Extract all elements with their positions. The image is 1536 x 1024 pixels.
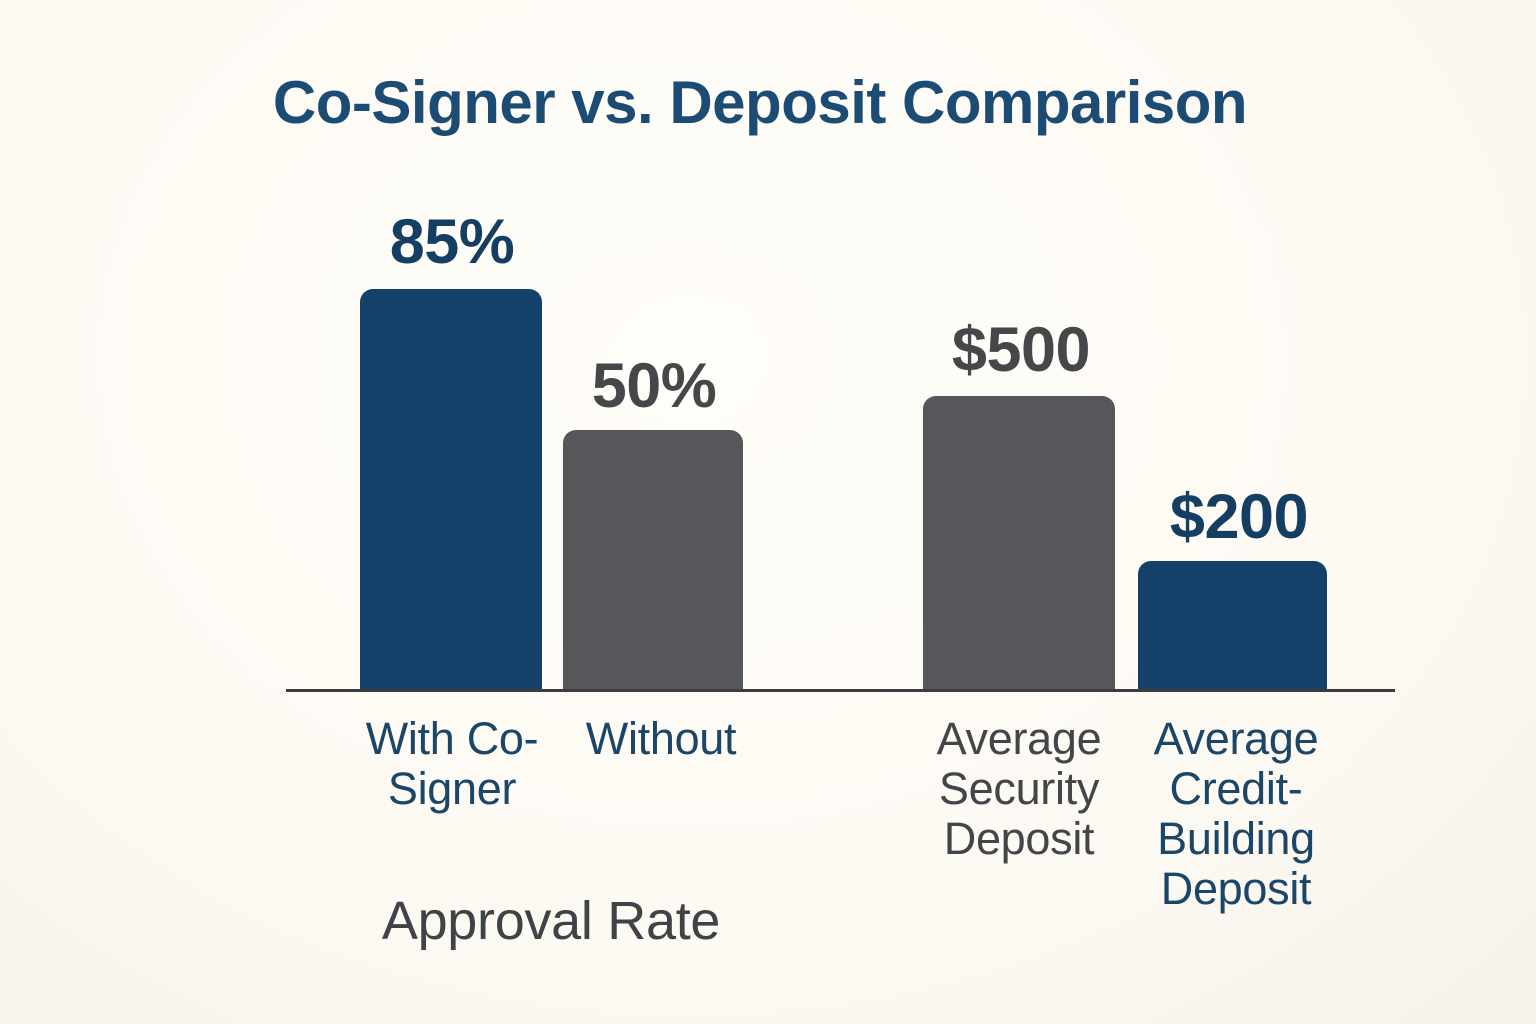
category-label-with-cosigner: With Co-Signer xyxy=(365,713,539,814)
group-label-approval-rate: Approval Rate xyxy=(381,891,721,951)
bar-with-cosigner xyxy=(360,289,542,691)
value-label-security-deposit: $500 xyxy=(951,315,1091,385)
category-label-credit-building-deposit: Average Credit-Building Deposit xyxy=(1153,713,1319,914)
x-axis-baseline xyxy=(286,689,1395,692)
category-label-without: Without xyxy=(585,713,737,764)
bar-security-deposit xyxy=(923,396,1115,691)
value-label-credit-building-deposit: $200 xyxy=(1169,482,1309,552)
category-label-security-deposit: Average Security Deposit xyxy=(936,713,1102,864)
value-label-without: 50% xyxy=(591,351,717,421)
bar-credit-building-deposit xyxy=(1138,561,1327,691)
chart-title: Co-Signer vs. Deposit Comparison xyxy=(272,69,1248,136)
bar-without xyxy=(563,430,743,691)
value-label-with-cosigner: 85% xyxy=(389,207,515,277)
